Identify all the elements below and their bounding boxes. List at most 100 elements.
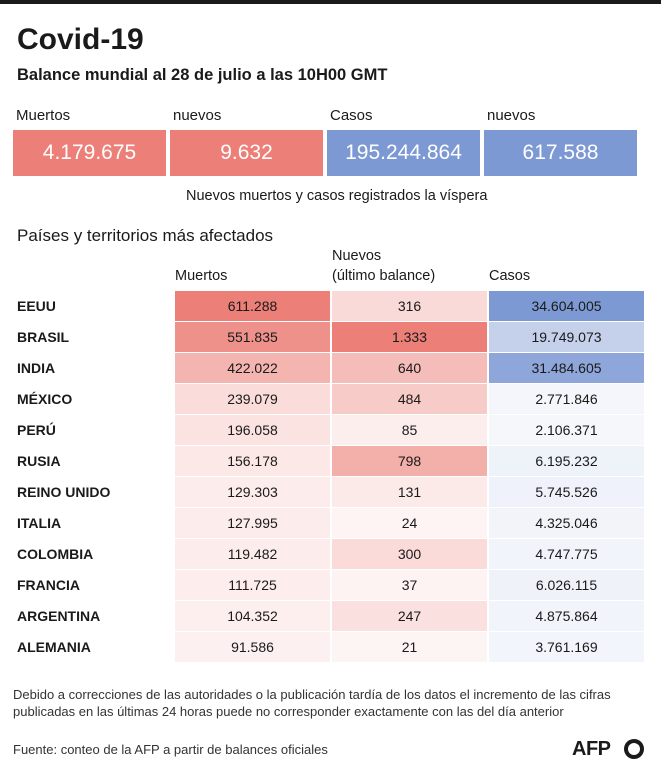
column-gap (487, 322, 489, 353)
column-header-new-line1: Nuevos (332, 248, 382, 264)
column-gap (487, 384, 489, 415)
summary-cases: Casos 195.244.864 (327, 106, 480, 176)
column-gap (487, 446, 489, 477)
cases-cell: 6.195.232 (489, 446, 644, 477)
column-gap (487, 601, 489, 632)
column-header-cases: Casos (489, 268, 531, 284)
table-row: PERÚ 196.058 85 2.106.371 (13, 415, 644, 446)
column-header-new-line2: (último balance) (332, 268, 436, 284)
table-row: COLOMBIA 119.482 300 4.747.775 (13, 539, 644, 570)
summary-deaths-value: 4.179.675 (13, 130, 166, 176)
country-name: MÉXICO (13, 384, 175, 415)
new-deaths-cell: 1.333 (332, 322, 487, 353)
column-gap (487, 415, 489, 446)
footer-note: Debido a correcciones de las autoridades… (13, 687, 611, 719)
country-name: PERÚ (13, 415, 175, 446)
table-row: REINO UNIDO 129.303 131 5.745.526 (13, 477, 644, 508)
deaths-cell: 611.288 (175, 291, 330, 322)
column-gap (487, 477, 489, 508)
table-row: INDIA 422.022 640 31.484.605 (13, 353, 644, 384)
summary-new-cases: nuevos 617.588 (484, 106, 637, 176)
column-gap (330, 539, 332, 570)
new-deaths-cell: 798 (332, 446, 487, 477)
column-gap (330, 601, 332, 632)
column-gap (487, 570, 489, 601)
deaths-cell: 104.352 (175, 601, 330, 632)
cases-cell: 3.761.169 (489, 632, 644, 662)
summary-deaths: Muertos 4.179.675 (13, 106, 166, 176)
country-name: ALEMANIA (17, 639, 91, 655)
summary-new-cases-value: 617.588 (484, 130, 637, 176)
summary-new-deaths-value: 9.632 (170, 130, 323, 176)
country-name: FRANCIA (13, 570, 175, 601)
country-name: REINO UNIDO (13, 477, 175, 508)
deaths-cell: 119.482 (175, 539, 330, 570)
new-deaths-cell: 24 (332, 508, 487, 539)
new-deaths-cell: 484 (332, 384, 487, 415)
column-gap (330, 508, 332, 539)
cases-cell: 6.026.115 (489, 570, 644, 601)
cases-cell: 19.749.073 (489, 322, 644, 353)
deaths-cell: 127.995 (175, 508, 330, 539)
deaths-cell: 239.079 (175, 384, 330, 415)
page-title: Covid-19 (17, 23, 144, 56)
new-deaths-cell: 640 (332, 353, 487, 384)
country-name: BRASIL (13, 322, 175, 353)
column-gap (330, 384, 332, 415)
section-title: Países y territorios más afectados (17, 226, 274, 245)
new-deaths-cell: 21 (332, 632, 487, 662)
column-gap (487, 539, 489, 570)
top-rule (0, 0, 661, 4)
afp-logo-mark (624, 739, 644, 759)
deaths-cell: 196.058 (175, 415, 330, 446)
table-row: ALEMANIA 91.586 21 3.761.169 (13, 632, 644, 662)
table-row: RUSIA 156.178 798 6.195.232 (13, 446, 644, 477)
deaths-cell: 111.725 (175, 570, 330, 601)
cases-cell: 5.745.526 (489, 477, 644, 508)
deaths-cell: 156.178 (175, 446, 330, 477)
country-name: INDIA (13, 353, 175, 384)
country-name: ARGENTINA (13, 601, 175, 632)
table-row: ARGENTINA 104.352 247 4.875.864 (13, 601, 644, 632)
new-deaths-cell: 247 (332, 601, 487, 632)
deaths-cell: 422.022 (175, 353, 330, 384)
column-gap (330, 291, 332, 322)
new-deaths-cell: 85 (332, 415, 487, 446)
column-header-deaths: Muertos (175, 268, 228, 284)
summary-new-cases-label: nuevos (487, 107, 536, 124)
deaths-cell: 551.835 (175, 322, 330, 353)
cases-cell: 34.604.005 (489, 291, 644, 322)
country-name: EEUU (13, 291, 175, 322)
source-line: Fuente: conteo de la AFP a partir de bal… (13, 742, 328, 757)
cases-cell: 2.106.371 (489, 415, 644, 446)
table-row: FRANCIA 111.725 37 6.026.115 (13, 570, 644, 601)
cases-cell: 2.771.846 (489, 384, 644, 415)
afp-logo: AFP (572, 737, 652, 761)
column-gap (487, 353, 489, 384)
column-gap (487, 291, 489, 322)
country-name: RUSIA (13, 446, 175, 477)
data-table: EEUU 611.288 316 34.604.005 BRASIL 551.835 1.3… (13, 291, 644, 662)
summary-note: Nuevos muertos y casos registrados la ví… (186, 188, 488, 204)
table-row: MÉXICO 239.079 484 2.771.846 (13, 384, 644, 415)
column-gap (330, 477, 332, 508)
page-subtitle: Balance mundial al 28 de julio a las 10H… (17, 66, 388, 84)
summary-deaths-label: Muertos (16, 107, 71, 124)
cases-cell: 4.325.046 (489, 508, 644, 539)
column-gap (330, 446, 332, 477)
cases-cell: 4.747.775 (489, 539, 644, 570)
new-deaths-cell: 131 (332, 477, 487, 508)
country-name: ITALIA (13, 508, 175, 539)
summary-cases-label: Casos (330, 107, 373, 124)
country-name: COLOMBIA (13, 539, 175, 570)
table-row: BRASIL 551.835 1.333 19.749.073 (13, 322, 644, 353)
new-deaths-cell: 37 (332, 570, 487, 601)
column-gap (330, 415, 332, 446)
summary-cases-value: 195.244.864 (327, 130, 480, 176)
new-deaths-cell: 316 (332, 291, 487, 322)
new-deaths-cell: 300 (332, 539, 487, 570)
deaths-cell: 129.303 (175, 477, 330, 508)
column-gap (330, 322, 332, 353)
deaths-cell: 91.586 (175, 632, 330, 662)
table-row: EEUU 611.288 316 34.604.005 (13, 291, 644, 322)
